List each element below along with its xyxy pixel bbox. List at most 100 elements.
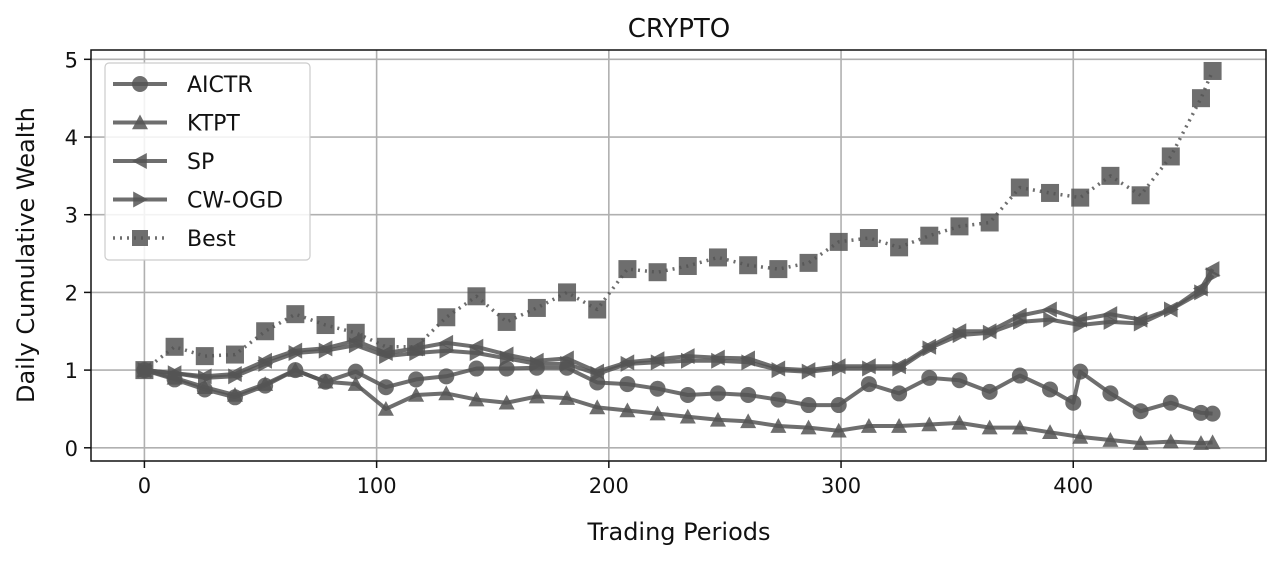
series-ktpt: [136, 362, 1221, 450]
y-axis-title: Daily Cumulative Wealth: [12, 107, 40, 403]
data-point-cw-ogd: [530, 355, 545, 372]
data-point-best: [859, 229, 878, 248]
data-point-ktpt: [619, 402, 636, 418]
data-point-sp: [1102, 306, 1118, 323]
data-point-ktpt: [981, 419, 998, 435]
data-point-best: [769, 260, 788, 279]
data-point-aictr: [1204, 405, 1221, 422]
legend-label-aictr: AICTR: [187, 73, 253, 98]
data-point-best: [256, 322, 275, 341]
legend-label-cw-ogd: CW-OGD: [187, 189, 283, 214]
data-point-best: [316, 316, 335, 335]
data-point-aictr: [951, 372, 968, 389]
data-point-best: [195, 347, 214, 366]
data-point-aictr: [800, 397, 817, 414]
data-point-ktpt: [709, 411, 726, 427]
data-point-aictr: [830, 397, 847, 414]
data-point-best: [286, 305, 305, 324]
data-point-cw-ogd: [620, 355, 636, 372]
data-point-best: [1101, 166, 1120, 185]
data-point-best: [1071, 188, 1090, 207]
data-point-ktpt: [257, 376, 274, 391]
x-tick-label: 300: [821, 474, 861, 498]
data-point-aictr: [347, 363, 364, 380]
data-point-ktpt: [1204, 434, 1221, 450]
x-axis-title: Trading Periods: [586, 518, 770, 546]
data-point-best: [739, 256, 758, 275]
data-point-best: [920, 226, 939, 245]
data-point-ktpt: [649, 405, 666, 421]
data-point-aictr: [468, 360, 485, 377]
legend: AICTR KTPT SP CW-OGD Best: [104, 62, 311, 261]
data-point-best: [950, 217, 969, 236]
data-point-ktpt: [1162, 433, 1179, 449]
legend-marker-ktpt: [132, 114, 148, 130]
data-point-aictr: [1065, 394, 1082, 411]
data-point-aictr: [377, 379, 394, 396]
data-point-best: [407, 337, 426, 356]
data-point-cw-ogd: [1205, 267, 1221, 284]
data-point-best: [467, 287, 486, 306]
data-point-ktpt: [740, 413, 757, 429]
x-tick-label: 400: [1053, 474, 1093, 498]
data-point-cw-ogd: [892, 360, 908, 377]
data-point-cw-ogd: [1194, 284, 1209, 301]
data-point-best: [1041, 183, 1060, 202]
y-tick-label: 1: [65, 359, 78, 383]
data-point-aictr: [1132, 403, 1149, 420]
data-point-sp: [438, 334, 454, 351]
series-layer: [135, 61, 1222, 450]
legend-marker-sp: [132, 153, 147, 169]
data-point-aictr: [921, 369, 938, 386]
data-point-best: [437, 308, 456, 327]
data-point-cw-ogd: [711, 352, 726, 369]
legend-label-sp: SP: [187, 150, 214, 175]
data-point-best: [346, 323, 365, 342]
data-point-ktpt: [891, 418, 908, 433]
data-point-aictr: [679, 386, 696, 403]
data-point-aictr: [619, 376, 636, 393]
legend-marker-best: [132, 230, 148, 246]
data-point-ktpt: [770, 418, 787, 433]
legend-box: [104, 62, 311, 261]
data-point-cw-ogd: [1073, 317, 1089, 334]
x-tick-label: 0: [138, 474, 151, 498]
data-point-best: [799, 253, 818, 272]
data-point-cw-ogd: [590, 365, 606, 382]
series-cw-ogd: [137, 267, 1221, 386]
data-point-ktpt: [196, 379, 213, 394]
data-point-ktpt: [800, 419, 817, 435]
data-point-aictr: [1042, 381, 1059, 398]
data-point-best: [980, 213, 999, 232]
x-tick-label: 200: [589, 474, 629, 498]
data-point-ktpt: [347, 376, 364, 391]
data-point-cw-ogd: [1163, 301, 1179, 318]
data-point-ktpt: [559, 390, 576, 405]
data-point-best: [1010, 178, 1029, 197]
data-point-ktpt: [438, 385, 455, 401]
data-point-cw-ogd: [167, 365, 183, 382]
data-point-best: [135, 361, 154, 380]
data-point-best: [558, 283, 577, 302]
series-best: [135, 61, 1222, 380]
data-point-best: [497, 312, 516, 331]
data-point-best: [165, 337, 184, 356]
y-tick-label: 4: [65, 126, 78, 150]
data-point-ktpt: [226, 386, 243, 402]
data-point-ktpt: [1102, 432, 1119, 447]
data-point-best: [890, 238, 909, 257]
data-point-ktpt: [408, 386, 425, 402]
data-point-aictr: [1162, 394, 1179, 411]
data-point-best: [588, 300, 607, 319]
data-point-ktpt: [1011, 419, 1028, 435]
y-tick-label: 5: [65, 48, 78, 72]
data-point-best: [1203, 61, 1222, 80]
data-point-cw-ogd: [680, 352, 696, 369]
data-point-best: [225, 345, 244, 364]
data-point-best: [1191, 89, 1210, 108]
y-tick-label: 0: [65, 437, 78, 461]
legend-label-best: Best: [187, 227, 236, 252]
data-point-cw-ogd: [560, 355, 576, 372]
data-point-best: [678, 256, 697, 275]
